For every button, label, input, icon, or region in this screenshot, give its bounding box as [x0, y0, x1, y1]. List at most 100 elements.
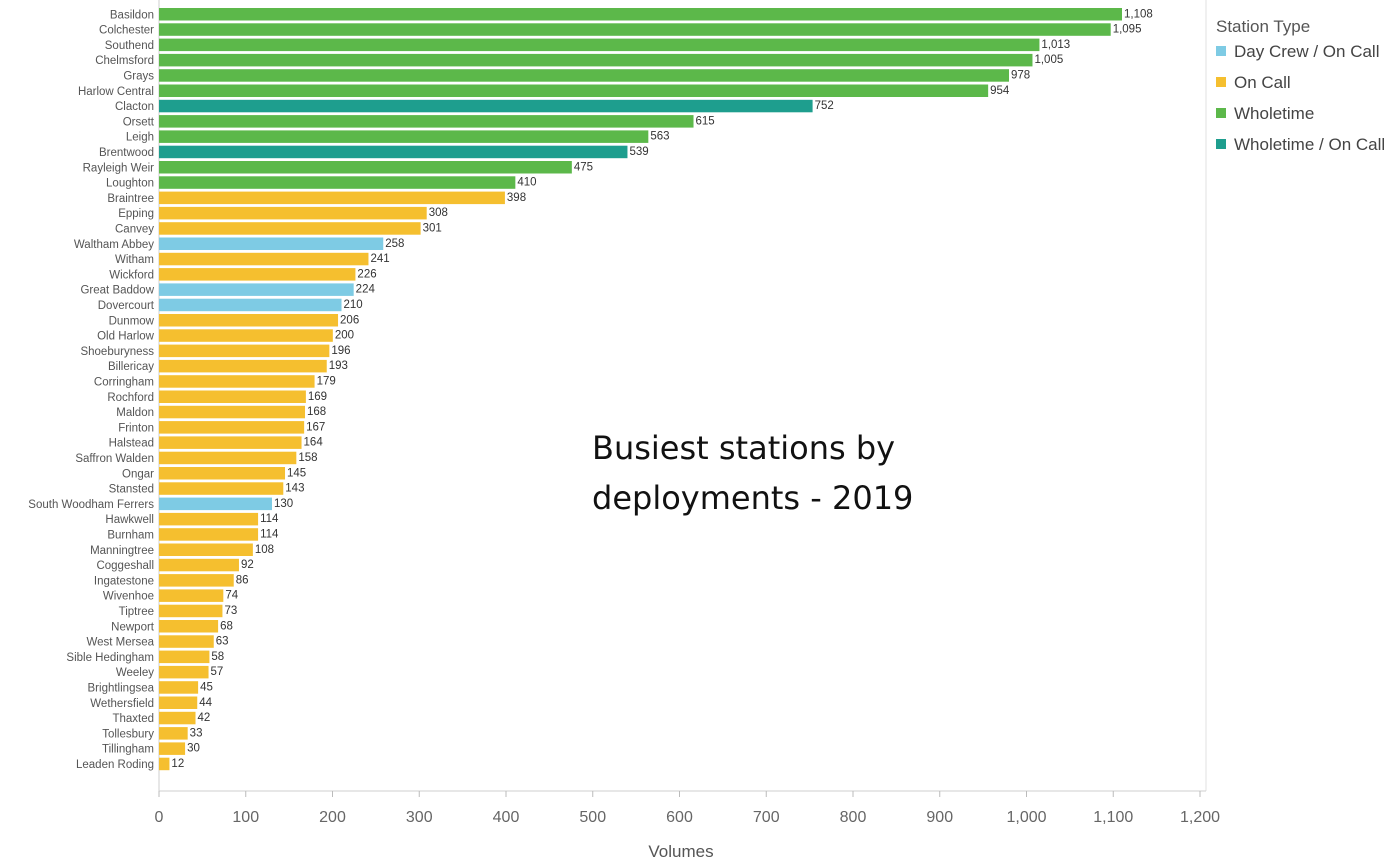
bar — [159, 727, 188, 740]
category-label: West Mersea — [86, 637, 154, 649]
value-label: 68 — [220, 620, 233, 632]
bar — [159, 757, 170, 771]
bar — [159, 314, 339, 327]
value-label: 206 — [340, 314, 359, 326]
category-label: Basildon — [110, 9, 154, 21]
value-label: 130 — [274, 498, 293, 510]
bar — [159, 665, 209, 679]
category-label: Brightlingsea — [88, 682, 155, 694]
value-label: 193 — [329, 360, 348, 372]
bar — [159, 38, 1040, 52]
x-tick-label: 1,200 — [1180, 809, 1220, 826]
value-label: 410 — [517, 177, 536, 189]
x-tick-label: 200 — [319, 809, 346, 826]
value-label: 114 — [260, 513, 279, 525]
category-label: Ingatestone — [94, 575, 154, 587]
bar — [159, 512, 259, 526]
bar — [159, 604, 223, 618]
value-label: 145 — [287, 467, 306, 479]
category-label: Old Harlow — [97, 331, 155, 343]
value-label: 210 — [344, 299, 363, 311]
x-tick-label: 400 — [493, 809, 520, 826]
bar — [159, 497, 272, 511]
value-label: 168 — [307, 406, 326, 418]
value-label: 200 — [335, 330, 354, 342]
category-label: Burnham — [107, 529, 154, 541]
category-label: Clacton — [115, 101, 154, 113]
category-label: Sible Hedingham — [66, 652, 154, 664]
value-label: 563 — [650, 131, 669, 143]
value-label: 114 — [260, 528, 279, 540]
category-label: Wickford — [109, 269, 154, 281]
category-label: Waltham Abbey — [74, 239, 154, 251]
bar — [159, 451, 297, 465]
category-label: Rayleigh Weir — [83, 162, 155, 174]
category-label: Epping — [118, 208, 154, 220]
bar — [159, 742, 186, 755]
value-label: 143 — [285, 483, 304, 495]
category-label: Ongar — [122, 468, 154, 480]
category-label: Chelmsford — [95, 55, 154, 67]
bar — [159, 467, 286, 480]
value-label: 475 — [574, 161, 593, 173]
x-tick-label: 0 — [155, 809, 164, 826]
bar — [159, 115, 694, 128]
bar — [159, 252, 369, 266]
category-label: Tiptree — [119, 606, 154, 618]
value-label: 752 — [815, 100, 834, 112]
bar — [159, 589, 224, 602]
bar — [159, 268, 356, 281]
category-label: Great Baddow — [80, 285, 154, 297]
category-label: Manningtree — [90, 545, 154, 557]
value-label: 1,013 — [1041, 39, 1070, 51]
legend: Station Type Day Crew / On Call On Call Who… — [1216, 17, 1385, 154]
bar — [159, 329, 333, 342]
chart-title: Busiest stations by deployments - 2019 — [592, 429, 913, 517]
value-label: 954 — [990, 85, 1010, 97]
value-label: 615 — [696, 115, 715, 127]
bar — [159, 558, 239, 572]
value-label: 1,095 — [1113, 24, 1142, 36]
category-label: Wethersfield — [90, 698, 154, 710]
value-label: 42 — [198, 712, 211, 724]
value-label: 44 — [199, 697, 212, 709]
legend-title: Station Type — [1216, 17, 1310, 36]
legend-label: Wholetime / On Call — [1234, 135, 1385, 154]
bars-layer — [159, 8, 1122, 771]
category-label: Rochford — [107, 392, 154, 404]
value-label: 45 — [200, 681, 213, 693]
chart-title-line: Busiest stations by — [592, 429, 895, 467]
x-tick-label: 500 — [579, 809, 606, 826]
value-label: 92 — [241, 559, 254, 571]
bar — [159, 8, 1122, 21]
bar — [159, 390, 306, 403]
bar — [159, 69, 1010, 82]
bar — [159, 84, 989, 97]
category-label: Newport — [111, 621, 155, 633]
value-label: 1,108 — [1124, 8, 1153, 20]
bar — [159, 53, 1033, 67]
category-label: Braintree — [107, 193, 154, 205]
legend-label: Day Crew / On Call — [1234, 42, 1379, 61]
x-axis-title: Volumes — [648, 842, 713, 861]
category-label: Dunmow — [109, 315, 155, 327]
legend-swatch — [1216, 77, 1226, 87]
category-label: Corringham — [94, 376, 154, 388]
category-label: Stansted — [109, 484, 154, 496]
value-label: 30 — [187, 743, 200, 755]
legend-swatch — [1216, 46, 1226, 56]
bar — [159, 681, 199, 694]
category-label: Loughton — [106, 178, 154, 190]
value-label: 301 — [423, 222, 442, 234]
bar — [159, 359, 327, 373]
value-label: 74 — [225, 590, 238, 602]
value-label: 308 — [429, 207, 448, 219]
category-label: Leaden Roding — [76, 759, 154, 771]
bar — [159, 436, 302, 449]
value-label: 73 — [224, 605, 237, 617]
category-label: Witham — [115, 254, 154, 266]
x-tick-label: 1,000 — [1006, 809, 1046, 826]
category-label: Orsett — [123, 116, 155, 128]
